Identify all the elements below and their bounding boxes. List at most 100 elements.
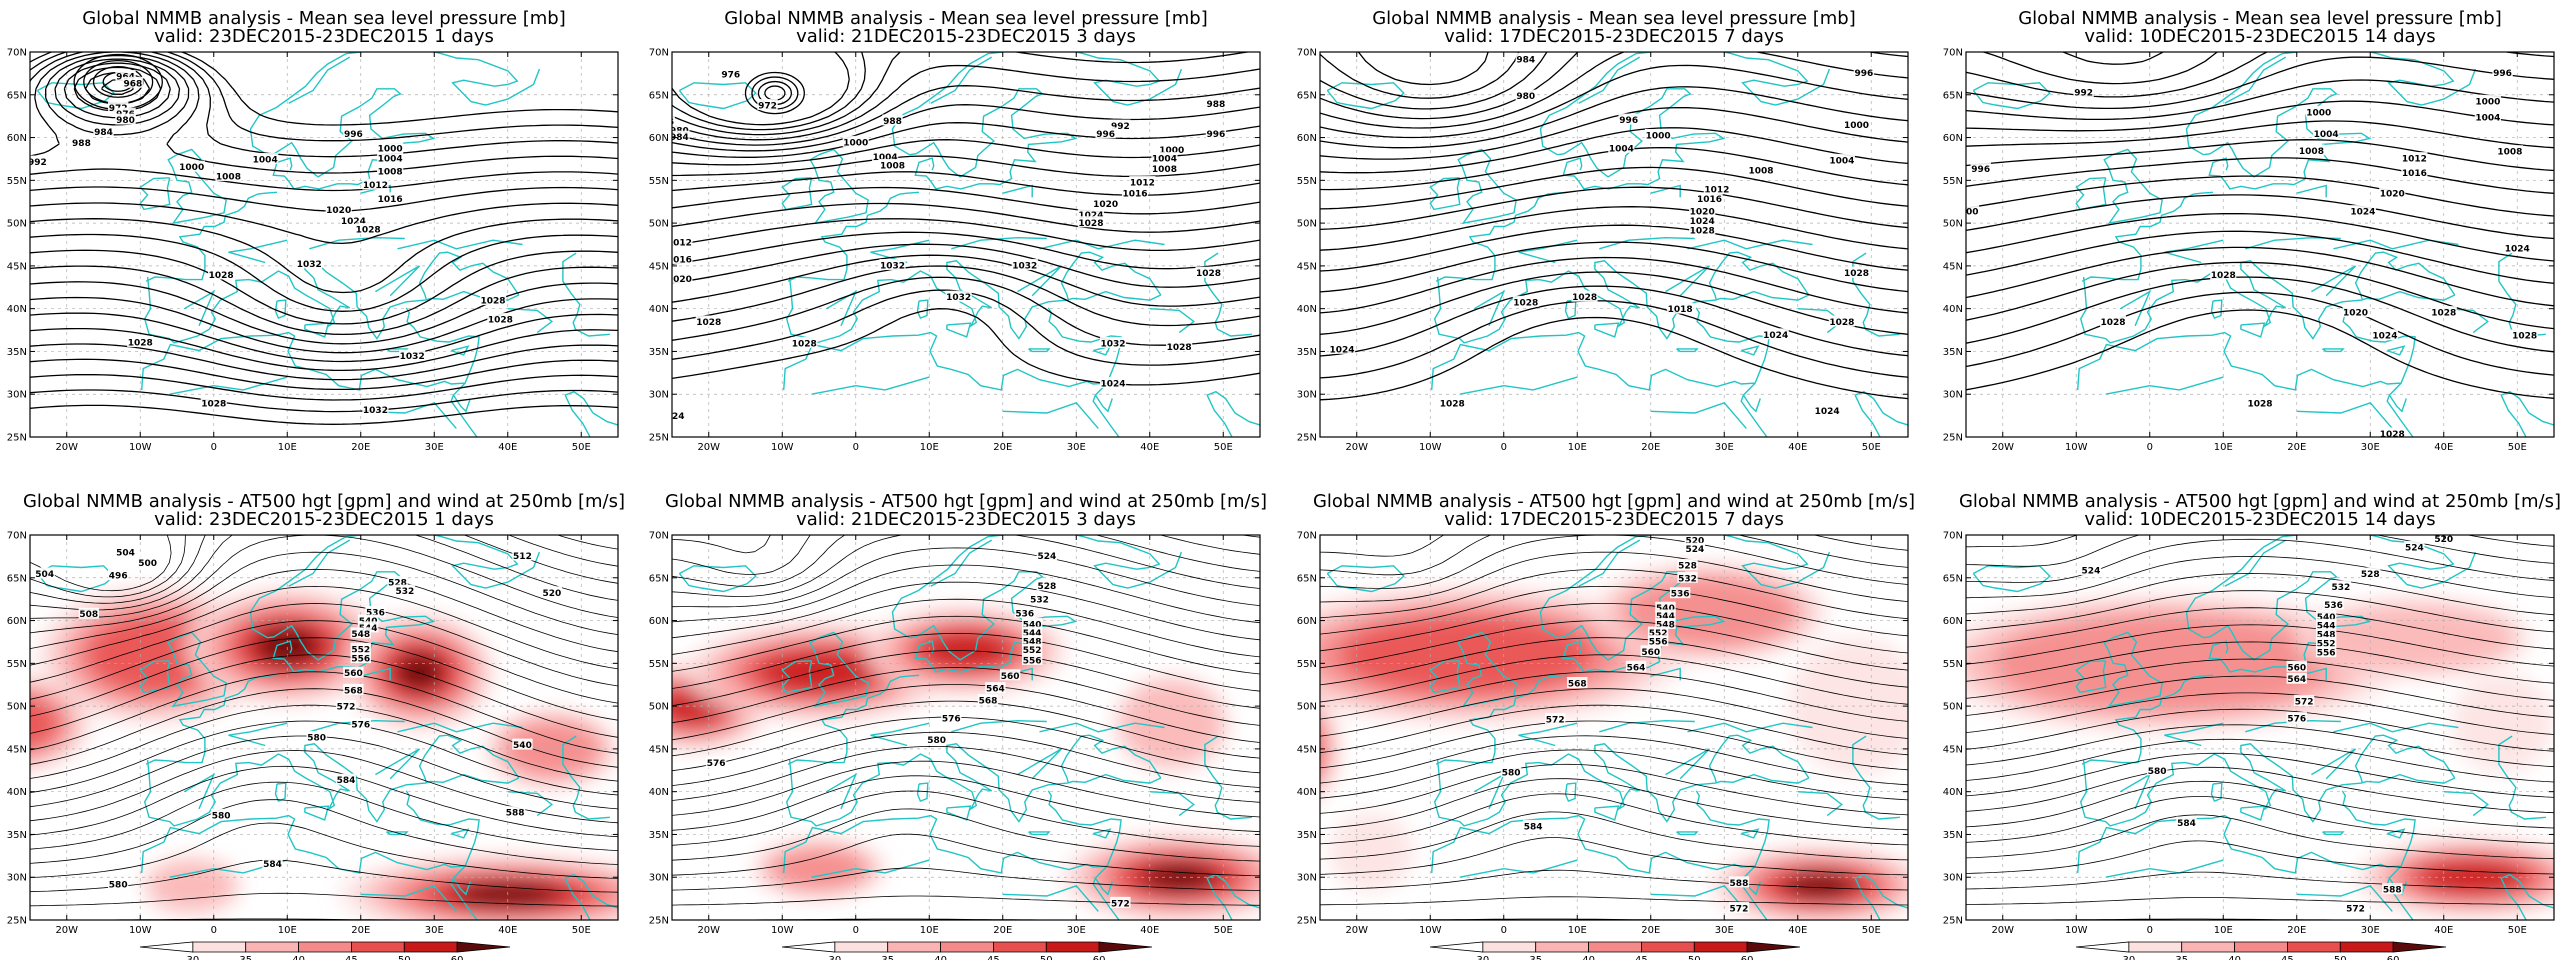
coastline [1060, 734, 1162, 783]
contour-label: 572 [1730, 905, 1749, 915]
coastline [2164, 722, 2224, 747]
x-tick-label: 50E [572, 442, 591, 453]
contour-label: 524 [1685, 545, 1704, 555]
contour-line [672, 171, 1260, 196]
contour-label-bg [672, 409, 686, 421]
contour-line [1966, 590, 2554, 633]
contour-line [1320, 720, 1908, 771]
contour-label-bg [1625, 660, 1647, 672]
y-tick-label: 40N [649, 304, 669, 315]
graticule [1966, 535, 2554, 920]
contour-line [672, 833, 1260, 877]
contour-label: 1024 [1078, 211, 1103, 221]
contour-label-bg [357, 621, 379, 633]
contour-label: 576 [707, 759, 726, 769]
map-frame [29, 534, 619, 921]
coastline [1002, 184, 1033, 198]
coastline [2077, 307, 2416, 391]
contour-label: 580 [927, 736, 946, 746]
coastline [139, 660, 171, 694]
coastline [397, 722, 523, 733]
coastline [916, 299, 929, 320]
contour-labels: 996 992 1000 1000 1004 1004 1008 1008 992 996 1012… [1942, 66, 2538, 437]
contour-label-bg [2315, 646, 2337, 658]
contour-line [30, 62, 618, 245]
contour-label-bg [306, 730, 327, 742]
y-tick-label: 45N [7, 261, 27, 272]
contour-line [672, 667, 1260, 726]
contour-label: 1028 [209, 271, 234, 281]
contour-label: 556 [1023, 656, 1042, 666]
map-panel: Global NMMB analysis - AT500 hgt [gpm] a… [7, 491, 625, 960]
x-tick-label: 50E [1862, 442, 1881, 453]
coastline [1594, 805, 1620, 821]
contour-label: 984 [94, 128, 113, 138]
x-tick-label: 0 [211, 442, 217, 453]
colorbar-swatch [834, 941, 889, 953]
contour-line [1966, 309, 2554, 399]
contour-label: 1008 [216, 173, 241, 183]
contour-label: 992 [1942, 154, 1961, 164]
contour-label: 1020 [2380, 190, 2405, 200]
contour-label-bg [1205, 127, 1227, 139]
y-tick-label: 25N [649, 916, 669, 927]
contour-label-bg [340, 214, 367, 226]
contour-label-bg [1645, 128, 1672, 140]
contour-line [672, 760, 1260, 818]
colorbar-label: 40 [1582, 955, 1595, 960]
contour-label-bg [2286, 660, 2307, 672]
coastline [1578, 56, 1641, 104]
coastlines [678, 52, 1260, 437]
coastline [1557, 88, 1726, 190]
coastline [249, 535, 541, 639]
y-tick-label: 60N [1297, 616, 1317, 627]
contour-label-bg [1677, 558, 1698, 570]
contour-label: 580 [212, 811, 231, 821]
coastline [1433, 743, 1810, 827]
contour-label: 1028 [481, 297, 506, 307]
y-tick-label: 50N [1297, 702, 1317, 713]
contour-label: 576 [351, 721, 370, 731]
contour-label-bg [2080, 564, 2102, 576]
coastline [2443, 308, 2489, 334]
contour-line [30, 373, 618, 401]
coastline [1326, 82, 1405, 110]
contour-label: 1004 [1609, 144, 1634, 154]
contour-line [1320, 568, 1908, 620]
contour-line [30, 312, 618, 363]
y-tick-label: 25N [1297, 433, 1317, 444]
contour-label-bg [252, 152, 279, 164]
contour-line [672, 547, 1260, 608]
coastline [2354, 734, 2456, 783]
contour-line [30, 799, 618, 865]
contour-label: 1024 [1763, 331, 1788, 341]
contour-label: 992 [1111, 122, 1130, 132]
y-tick-label: 40N [1943, 787, 1963, 798]
colorbar-swatch [192, 941, 247, 953]
contour-label-bg [2342, 306, 2369, 318]
contour-label: 588 [506, 809, 525, 819]
jet-shading-blob [1339, 614, 1595, 695]
coastline [2105, 376, 2224, 395]
colorbar-swatch [2128, 941, 2183, 953]
contour-label-bg [1021, 643, 1043, 655]
x-tick-label: 0 [853, 925, 859, 936]
contour-label-bg [1689, 214, 1716, 226]
y-tick-label: 25N [649, 433, 669, 444]
contour-line [1320, 224, 1908, 272]
coastline [2333, 722, 2459, 733]
colorbar-swatch [1588, 941, 1642, 953]
panel-subtitle: valid: 23DEC2015-23DEC2015 1 days [154, 26, 494, 47]
colorbar-label: 50 [1688, 955, 1701, 960]
coastline [930, 539, 993, 587]
contour-line [1320, 52, 1520, 99]
contour-label: 988 [1207, 100, 1226, 110]
contour-label-bg [2379, 427, 2406, 437]
contour-label-bg [1099, 336, 1127, 348]
contour-label-bg [2099, 315, 2127, 327]
map-content: 9769729769809849889889929969961000100010… [672, 52, 1260, 437]
x-tick-label: 40E [498, 442, 517, 453]
contour-line [30, 704, 618, 782]
contour-label-bg [1728, 902, 1750, 914]
y-tick-label: 45N [1297, 261, 1317, 272]
